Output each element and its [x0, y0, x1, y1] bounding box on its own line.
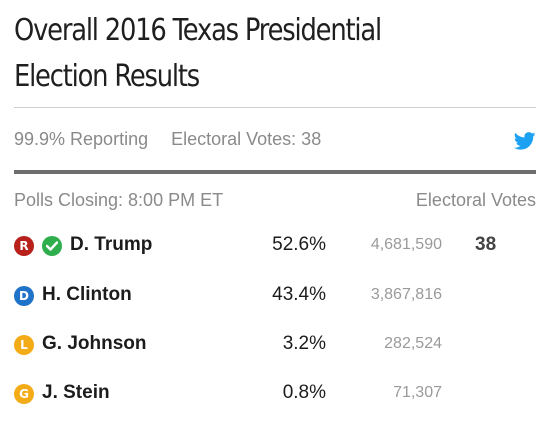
party-badge-green: G [14, 384, 34, 404]
title-line-2: Election Results [14, 59, 200, 94]
reporting-status: 99.9% Reporting [14, 129, 149, 149]
title-divider [14, 107, 536, 108]
vote-count: 71,307 [393, 384, 442, 401]
title-line-1: Overall 2016 Texas Presidential [14, 13, 382, 48]
page-title: Overall 2016 Texas Presidential Election… [14, 8, 463, 100]
electoral-votes-total: Electoral Votes: 38 [171, 129, 322, 149]
candidate-row-clinton: D H. Clinton 43.4% 3,867,816 [14, 282, 536, 312]
vote-percent: 52.6% [272, 234, 326, 255]
vote-percent: 0.8% [282, 382, 326, 403]
vote-count: 3,867,816 [370, 286, 442, 303]
party-badge-libertarian: L [14, 335, 34, 355]
candidate-name: G. Johnson [42, 333, 147, 354]
twitter-bird-icon [513, 132, 536, 150]
polls-closing-time: Polls Closing: 8:00 PM ET [14, 190, 224, 210]
party-badge-democrat: D [14, 286, 34, 306]
candidate-row-stein: G J. Stein 0.8% 71,307 [14, 380, 536, 410]
header-divider [14, 170, 536, 174]
candidate-name: D. Trump [70, 234, 153, 255]
candidate-row-trump: R D. Trump 52.6% 4,681,590 38 [14, 232, 536, 262]
candidate-row-johnson: L G. Johnson 3.2% 282,524 [14, 331, 536, 361]
check-circle-icon [42, 236, 62, 256]
candidate-name: H. Clinton [42, 284, 132, 305]
candidate-name: J. Stein [42, 382, 110, 403]
reporting-summary: 99.9% Reporting Electoral Votes: 38 [14, 129, 321, 150]
party-badge-republican: R [14, 236, 34, 256]
vote-count: 282,524 [384, 335, 442, 352]
vote-percent: 43.4% [272, 284, 326, 305]
twitter-share-button[interactable] [513, 132, 536, 150]
vote-percent: 3.2% [282, 333, 326, 354]
electoral-votes-won: 38 [475, 234, 497, 255]
electoral-votes-column-header: Electoral Votes [415, 190, 536, 210]
vote-count: 4,681,590 [370, 236, 442, 253]
